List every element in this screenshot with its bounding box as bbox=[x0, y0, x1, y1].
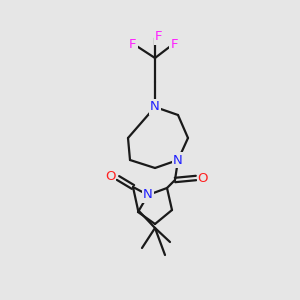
Text: O: O bbox=[198, 172, 208, 184]
Text: N: N bbox=[150, 100, 160, 113]
Text: O: O bbox=[105, 170, 115, 184]
Text: F: F bbox=[155, 31, 163, 44]
Text: N: N bbox=[173, 154, 183, 166]
Text: F: F bbox=[170, 38, 178, 52]
Text: N: N bbox=[143, 188, 153, 202]
Text: F: F bbox=[129, 38, 137, 52]
